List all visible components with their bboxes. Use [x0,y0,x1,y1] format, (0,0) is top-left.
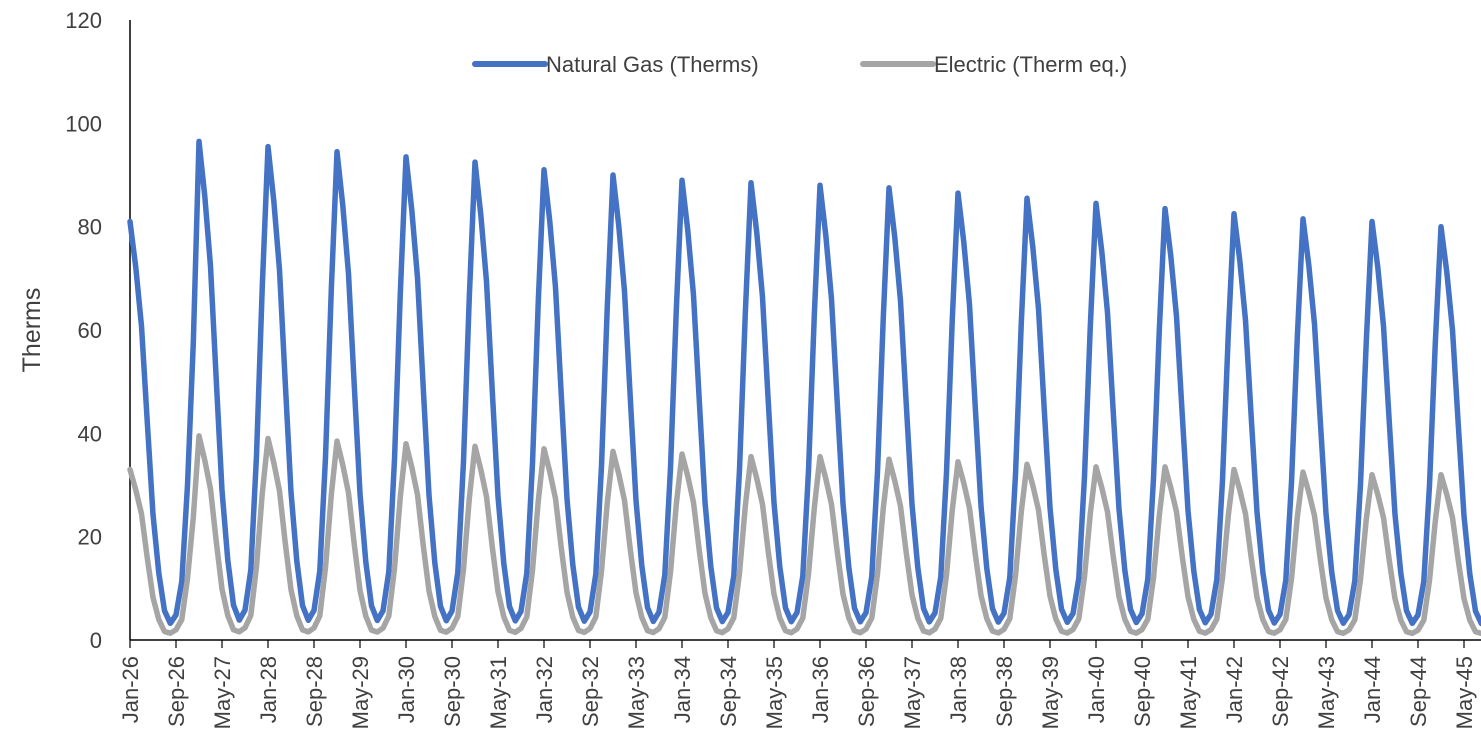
series-layer [127,138,1481,637]
x-tick-label: May-27 [210,656,235,729]
y-tick-label: 80 [78,215,102,240]
x-tick-label: Sep-30 [440,656,465,727]
y-tick-label: 60 [78,318,102,343]
x-tick-label: Sep-38 [992,656,1017,727]
x-tick-label: Sep-36 [854,656,879,727]
x-tick-label: Jan-40 [1084,656,1109,723]
x-tick-label: Jan-28 [256,656,281,723]
x-tick-label: Jan-30 [394,656,419,723]
x-tick-label: Jan-32 [532,656,557,723]
x-tick-label: Jan-42 [1222,656,1247,723]
x-tick-label: May-31 [486,656,511,729]
y-tick-label: 40 [78,421,102,446]
legend-label: Electric (Therm eq.) [934,52,1127,77]
x-tick-label: May-33 [624,656,649,729]
x-tick-label: Sep-40 [1130,656,1155,727]
y-tick-label: 20 [78,525,102,550]
x-tick-label: Sep-34 [716,656,741,727]
x-tick-label: May-37 [900,656,925,729]
y-axis-label: Therms [18,288,46,373]
y-tick-label: 120 [65,8,102,33]
x-tick-label: Jan-38 [946,656,971,723]
x-tick-label: Sep-42 [1268,656,1293,727]
x-tick-label: Jan-36 [808,656,833,723]
x-tick-label: May-45 [1452,656,1477,729]
x-tick-label: Sep-44 [1406,656,1431,727]
x-axis: Jan-26 Sep-26 May-27 Jan-28 Sep-28 May-29 Jan-… [118,639,1481,729]
x-tick-label: May-39 [1038,656,1063,729]
x-tick-label: May-43 [1314,656,1339,729]
x-tick-label: May-41 [1176,656,1201,729]
y-tick-label: 0 [90,628,102,653]
x-tick-label: Sep-28 [302,656,327,727]
x-tick-label: Jan-44 [1360,656,1385,723]
y-tick-label: 100 [65,111,102,136]
legend: Natural Gas (Therms) Electric (Therm eq.) [472,52,1127,77]
series-line [127,433,1481,637]
y-axis: 0 20 40 60 80 100 120 [65,8,131,653]
x-tick-label: Sep-32 [578,656,603,727]
x-tick-label: Jan-34 [670,656,695,723]
x-tick-label: May-29 [348,656,373,729]
x-tick-label: Sep-26 [164,656,189,727]
x-tick-label: May-35 [762,656,787,729]
series-line [127,138,1481,627]
legend-label: Natural Gas (Therms) [546,52,759,77]
x-tick-label: Jan-26 [118,656,143,723]
